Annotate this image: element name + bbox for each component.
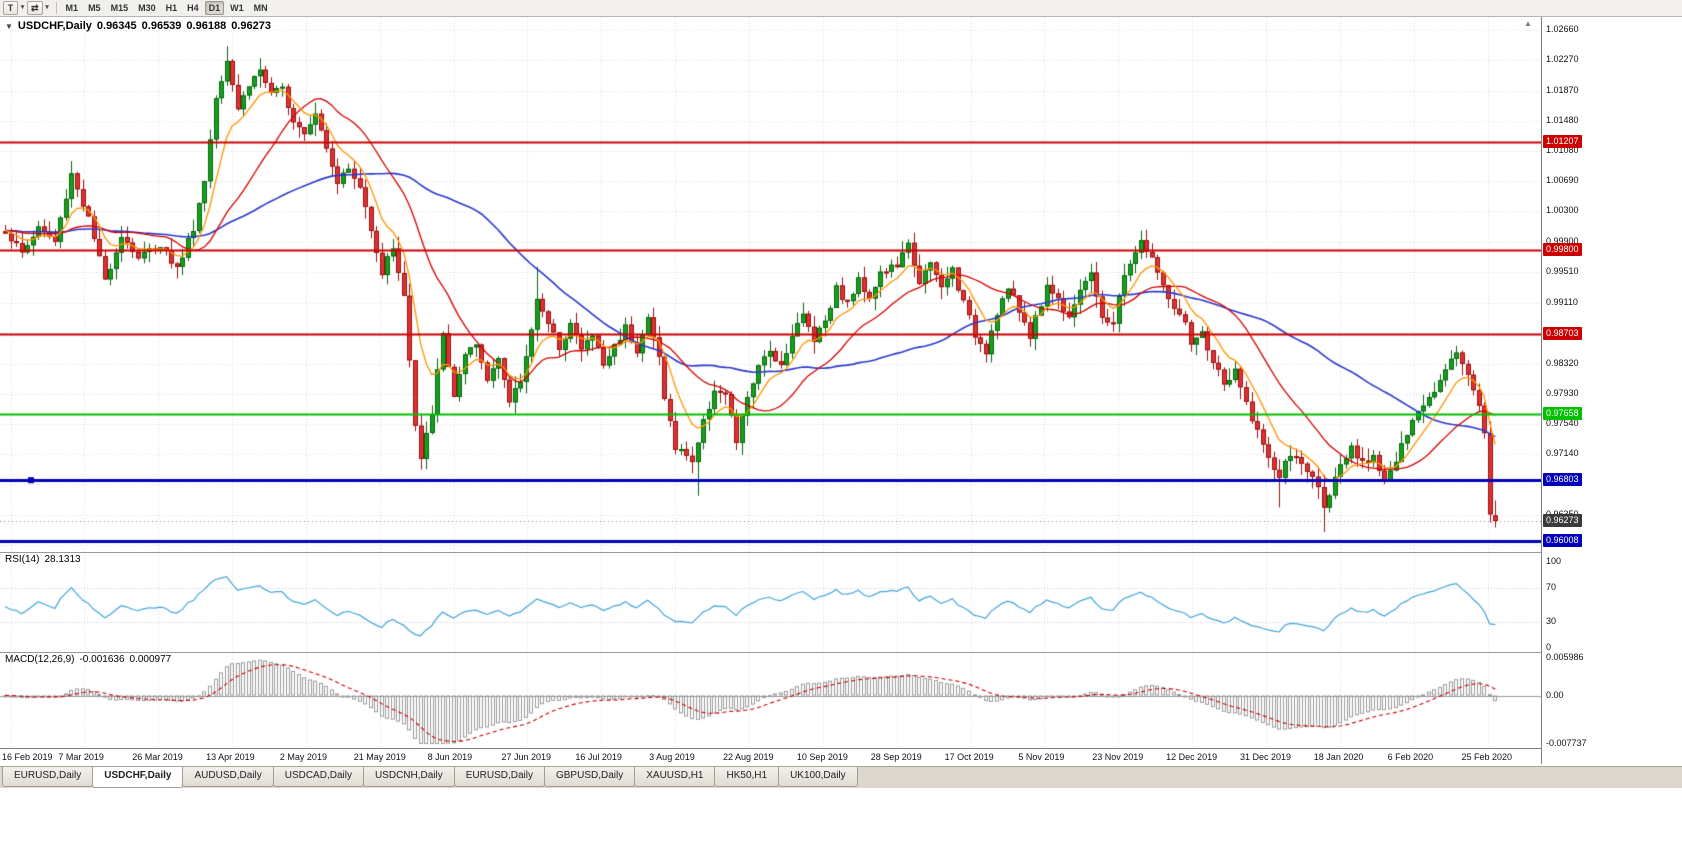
timeframe-button-m15[interactable]: M15 (110, 3, 129, 13)
chart-tab-eurusd-daily[interactable]: EURUSD,Daily (453, 767, 545, 787)
cycle-symbols-icon[interactable]: ⇄ (27, 1, 43, 15)
main-toolbar: T ▾ ⇄ ▾ M1 M5 M15 M30 H1 H4 D1 W1 MN (0, 0, 1682, 17)
price-tick-label: 1.00300 (1546, 205, 1579, 216)
date-tick-label: 7 Mar 2019 (58, 752, 104, 762)
date-tick-label: 27 Jun 2019 (501, 752, 552, 762)
date-tick-label: 31 Dec 2019 (1239, 752, 1291, 762)
macd-axis-label: 0.00 (1546, 689, 1564, 700)
date-tick-label: 12 Dec 2019 (1166, 752, 1218, 762)
hline-price-badge: 0.97658 (1543, 407, 1582, 421)
date-tick-label: 16 Jul 2019 (575, 752, 622, 762)
date-tick-label: 16 Feb 2019 (2, 752, 53, 762)
chart-tab-eurusd-daily[interactable]: EURUSD,Daily (2, 767, 94, 787)
chart-canvas[interactable] (0, 17, 1541, 748)
hline-price-badge: 0.99800 (1543, 242, 1582, 256)
price-tick-label: 0.99510 (1546, 266, 1579, 277)
date-axis[interactable]: 16 Feb 2019 7 Mar 2019 26 Mar 2019 13 Apr 2… (0, 748, 1541, 764)
date-tick-label: 13 Apr 2019 (206, 752, 255, 762)
price-tick-label: 1.01870 (1546, 84, 1579, 95)
timeframe-button-m30[interactable]: M30 (138, 3, 156, 13)
rsi-axis-label: 0 (1546, 642, 1552, 652)
chart-tabbar: EURUSD,Daily USDCHF,Daily AUDUSD,Daily USDC… (0, 766, 1682, 788)
timeframe-group: M1 M5 M15 M30 H1 H4 D1 W1 MN (61, 1, 273, 15)
chart-tab-audusd-daily[interactable]: AUDUSD,Daily (182, 767, 274, 787)
price-tick-label: 1.01480 (1546, 114, 1579, 125)
macd-value-signal: 0.000977 (129, 654, 172, 665)
price-tick-label: 0.99110 (1546, 296, 1578, 307)
hline-price-badge: 0.96803 (1543, 473, 1582, 487)
date-tick-label: 8 Jun 2019 (427, 752, 473, 762)
price-tick-label: 1.02270 (1546, 53, 1579, 64)
chart-tab-usdchf-daily[interactable]: USDCHF,Daily (92, 767, 184, 788)
timeframe-button-m1[interactable]: M1 (65, 3, 79, 13)
price-tick-label: 1.01080 (1546, 145, 1579, 156)
date-tick-label: 6 Feb 2020 (1387, 752, 1434, 762)
ohlc-close: 0.96273 (231, 20, 271, 32)
macd-label: MACD(12,26,9) -0.001636 0.000977 (5, 654, 176, 665)
price-tick-label: 0.99900 (1546, 236, 1579, 247)
date-tick-label: 18 Jan 2020 (1313, 752, 1364, 762)
date-tick-label: 5 Nov 2019 (1018, 752, 1065, 762)
timeframe-button-h4[interactable]: H4 (187, 3, 199, 13)
current-price-badge: 0.96273 (1543, 513, 1582, 527)
date-tick-label: 21 May 2019 (353, 752, 406, 762)
price-tick-label: 0.98320 (1546, 357, 1579, 368)
rsi-label: RSI(14) 28.1313 (5, 554, 86, 565)
date-tick-label: 3 Aug 2019 (649, 752, 695, 762)
chart-title: ▼ USDCHF,Daily 0.96345 0.96539 0.96188 0.9627… (5, 20, 276, 32)
chart-tab-uk100-daily[interactable]: UK100,Daily (778, 767, 858, 787)
hline-price-badge: 0.96008 (1543, 534, 1582, 548)
panel-divider-macd[interactable] (0, 652, 1682, 653)
chart-symbol-label: USDCHF,Daily (17, 20, 92, 32)
date-tick-label: 25 Feb 2020 (1461, 752, 1513, 762)
timeframe-button-mn[interactable]: MN (253, 3, 268, 13)
chart-tab-xauusd-h1[interactable]: XAUUSD,H1 (634, 767, 716, 787)
timeframe-button-d1[interactable]: D1 (204, 1, 225, 15)
hline-price-badge: 1.01207 (1543, 134, 1582, 148)
chart-menu-icon[interactable]: ▼ (5, 22, 13, 31)
price-axis[interactable]: 1.02660 1.02270 1.01870 1.01480 1.01080 1.006… (1541, 17, 1682, 764)
rsi-name: RSI(14) (5, 554, 40, 565)
rsi-axis-label: 70 (1546, 581, 1557, 592)
hline-price-badge: 0.98703 (1543, 327, 1582, 341)
price-tick-label: 1.00690 (1546, 175, 1579, 186)
chart-scroll-up-icon[interactable]: ▲ (1524, 19, 1532, 28)
timeframe-button-m5[interactable]: M5 (88, 3, 101, 13)
price-tick-label: 0.97930 (1546, 387, 1579, 398)
chart-tab-usdcad-daily[interactable]: USDCAD,Daily (272, 767, 364, 787)
toolbar-separator (55, 2, 57, 14)
timeframe-button-w1[interactable]: W1 (230, 3, 244, 13)
date-tick-label: 26 Mar 2019 (132, 752, 183, 762)
templates-dropdown-icon[interactable]: ▾ (20, 4, 25, 11)
date-tick-label: 23 Nov 2019 (1092, 752, 1144, 762)
templates-button[interactable]: T (3, 1, 18, 15)
ohlc-high: 0.96539 (141, 20, 182, 32)
macd-axis-label: 0.005986 (1546, 652, 1584, 662)
date-tick-label: 10 Sep 2019 (796, 752, 848, 762)
rsi-axis-label: 30 (1546, 616, 1557, 627)
ohlc-low: 0.96188 (186, 20, 227, 32)
rsi-axis-label: 100 (1546, 556, 1562, 566)
date-tick-label: 28 Sep 2019 (870, 752, 922, 762)
timeframe-button-h1[interactable]: H1 (165, 3, 178, 13)
date-tick-label: 22 Aug 2019 (723, 752, 774, 762)
macd-value-main: -0.001636 (79, 654, 125, 665)
ohlc-open: 0.96345 (96, 20, 137, 32)
price-tick-label: 1.02660 (1546, 24, 1579, 34)
cycle-dropdown-icon[interactable]: ▾ (45, 4, 49, 11)
chart-tab-hk50-h1[interactable]: HK50,H1 (714, 767, 780, 787)
date-tick-label: 2 May 2019 (279, 752, 327, 762)
chart-tab-usdcnh-daily[interactable]: USDCNH,Daily (362, 767, 455, 787)
rsi-value: 28.1313 (44, 554, 81, 565)
panel-divider-rsi[interactable] (0, 552, 1682, 553)
chart-tab-gbpusd-daily[interactable]: GBPUSD,Daily (543, 767, 636, 787)
date-tick-label: 17 Oct 2019 (944, 752, 994, 762)
price-tick-label: 0.97540 (1546, 417, 1579, 428)
macd-axis-label: -0.007737 (1546, 738, 1587, 748)
price-tick-label: 0.97140 (1546, 448, 1579, 459)
macd-name: MACD(12,26,9) (5, 654, 75, 665)
